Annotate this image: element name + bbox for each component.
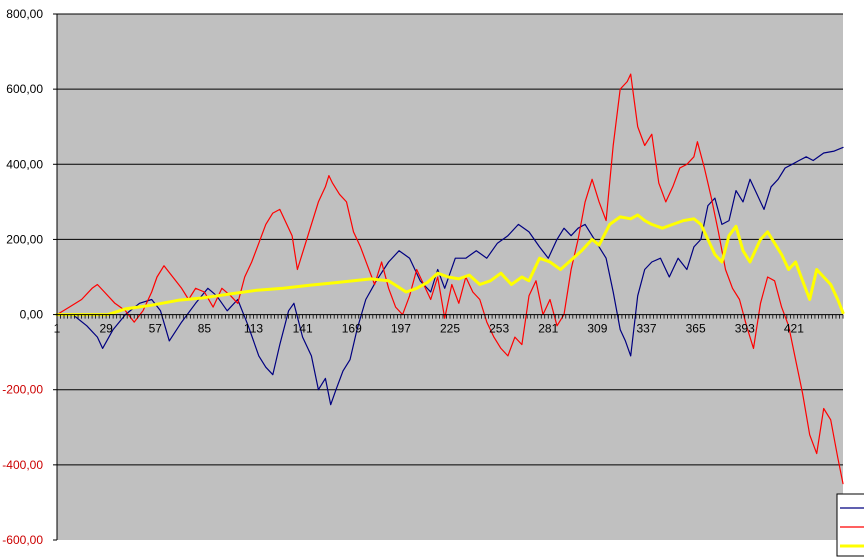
- x-tick-label: 337: [636, 322, 656, 336]
- x-tick-label: 113: [244, 322, 263, 336]
- x-tick-label: 169: [342, 322, 362, 336]
- y-tick-label: -400,00: [2, 458, 43, 472]
- x-tick-label: 365: [686, 322, 706, 336]
- y-tick-label: -200,00: [2, 383, 43, 397]
- x-tick-label: 85: [198, 322, 212, 336]
- x-tick-label: 225: [440, 322, 460, 336]
- x-tick-label: 253: [489, 322, 509, 336]
- y-axis: 800,00 600,00 400,00 200,00 0,00 -200,00 -400,…: [2, 7, 58, 547]
- y-tick-label: 800,00: [6, 7, 43, 21]
- x-tick-label: 141: [293, 322, 313, 336]
- y-tick-label: 200,00: [6, 232, 43, 246]
- series-line-3: [55, 213, 845, 317]
- y-tick-label: -600,00: [2, 533, 43, 547]
- x-tick-label: 421: [784, 322, 804, 336]
- y-tick-label: 0,00: [20, 308, 44, 322]
- x-axis: 1295785113141169197225253281309337365393…: [54, 314, 844, 336]
- legend: [836, 493, 864, 557]
- x-tick-label: 281: [538, 322, 558, 336]
- series-layer: [55, 73, 845, 485]
- series-line-1: [56, 146, 844, 406]
- y-tick-label: 400,00: [6, 157, 43, 171]
- gridlines: [57, 13, 843, 466]
- y-tick-label: 600,00: [6, 82, 43, 96]
- x-tick-label: 309: [587, 322, 607, 336]
- x-tick-label: 29: [99, 322, 113, 336]
- x-tick-label: 197: [391, 322, 411, 336]
- x-tick-label: 57: [149, 322, 163, 336]
- x-tick-label: 393: [735, 322, 755, 336]
